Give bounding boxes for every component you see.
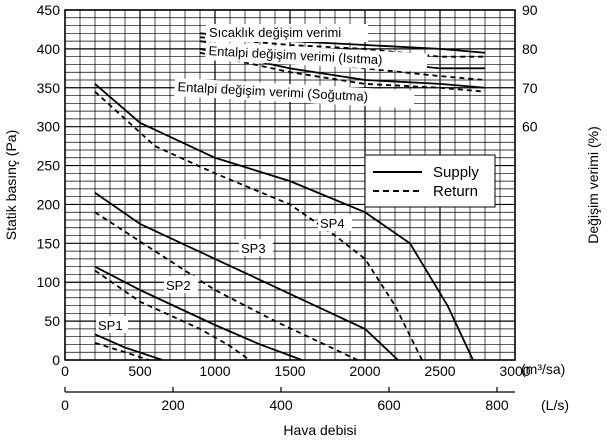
y-tick-label: 350 xyxy=(37,80,61,96)
fan-label-sp2: SP2 xyxy=(166,278,191,293)
y-tick-label: 100 xyxy=(37,274,61,290)
secondary-x-tick-label: 400 xyxy=(269,397,293,413)
fan-label-sp1: SP1 xyxy=(98,318,123,333)
y-tick-label: 50 xyxy=(44,313,60,329)
y-tick-label: 250 xyxy=(37,158,61,174)
legend-label-supply: Supply xyxy=(433,164,479,181)
series-sp1-supply xyxy=(94,333,163,361)
y2-tick-label: 60 xyxy=(522,119,538,135)
x-tick-label: 1000 xyxy=(199,363,230,379)
x-unit-bottom: (L/s) xyxy=(541,397,569,413)
plot-frame xyxy=(64,9,516,361)
series-s-cakl-k-de-i-im-verimi-return xyxy=(199,36,485,58)
y-tick-label: 150 xyxy=(37,235,61,251)
x-tick-label: 0 xyxy=(61,363,69,379)
y2-tick-label: 80 xyxy=(522,41,538,57)
secondary-x-tick-label: 200 xyxy=(161,397,185,413)
tick-layer: 0 500 1000 1500 2000 2500 30000501001502002503… xyxy=(37,2,538,413)
secondary-x-tick-label: 0 xyxy=(61,397,69,413)
x-tick-label: 1500 xyxy=(274,363,305,379)
efficiency-label-temperature: Sıcaklık değişim verimi xyxy=(209,25,341,40)
y-axis-title: Statik basınç (Pa) xyxy=(3,130,19,241)
y-tick-label: 450 xyxy=(37,2,61,18)
x-tick-label: 500 xyxy=(128,363,152,379)
y2-tick-label: 70 xyxy=(522,80,538,96)
x-tick-label: 3000 xyxy=(499,363,530,379)
efficiency-labels: Sıcaklık değişim verimi Entalpi değişim … xyxy=(174,24,428,109)
y-tick-label: 300 xyxy=(37,119,61,135)
series-sp4-return xyxy=(94,91,423,361)
secondary-x-tick-label: 800 xyxy=(485,397,509,413)
series-sp1-return xyxy=(94,342,150,361)
legend-label-return: Return xyxy=(433,183,478,200)
series-sp3-supply xyxy=(94,192,399,361)
x-tick-label: 2500 xyxy=(424,363,455,379)
fan-label-sp4: SP4 xyxy=(320,216,345,231)
legend: Supply Return xyxy=(364,154,496,208)
y2-axis-title: Değişim verimi (%) xyxy=(585,126,601,243)
fan-labels: SP1 SP2 SP3 SP4 xyxy=(96,214,352,333)
y-tick-label: 200 xyxy=(37,196,61,212)
series-sp3-return xyxy=(94,211,358,361)
y-tick-label: 400 xyxy=(37,41,61,57)
series-sp2-supply xyxy=(94,265,303,361)
y2-tick-label: 90 xyxy=(522,2,538,18)
x-tick-label: 2000 xyxy=(349,363,380,379)
secondary-x-tick-label: 600 xyxy=(377,397,401,413)
legend-box xyxy=(364,154,496,208)
fan-label-sp3: SP3 xyxy=(241,241,266,256)
series-sp4-supply xyxy=(94,83,474,361)
x-axis-title: Hava debisi xyxy=(283,422,356,438)
x-unit-top: (m³/sa) xyxy=(521,361,565,377)
series-sp2-return xyxy=(94,269,251,361)
y-tick-label: 0 xyxy=(52,352,60,368)
